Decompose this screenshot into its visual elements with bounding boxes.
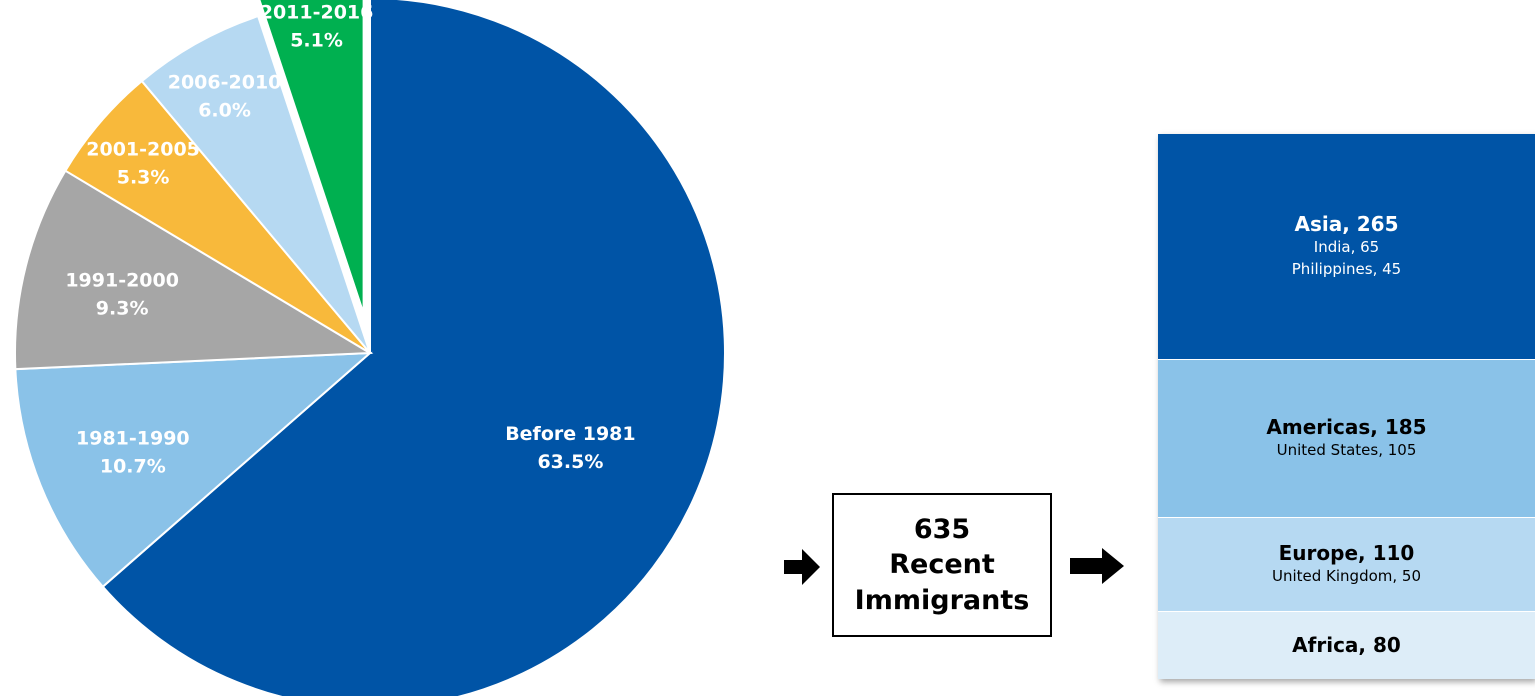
region-stacked-bar: Asia, 265 India, 65 Philippines, 45 America… [1158, 134, 1535, 679]
pie-slice-before-1981 [101, 0, 726, 696]
region-label: Africa, 80 [1292, 633, 1401, 657]
pie-slice-label: Before 1981 [505, 423, 635, 445]
recent-immigrants-count: 635 [913, 514, 971, 546]
region-label: Americas, 185 [1266, 415, 1427, 440]
pie-slice-value-label: 9.3% [96, 298, 149, 320]
pie-slice-1981-1990 [14, 351, 373, 589]
pie-slice-value-label: 10.7% [100, 455, 166, 477]
pie-slice-label: 2006-2010 [168, 72, 282, 94]
pie-slice-2011-2016 [258, 0, 365, 314]
pie-slice-value-label: 6.0% [198, 100, 251, 122]
pie-slice-value-label: 5.3% [117, 167, 170, 189]
country-label: United States, 105 [1276, 441, 1417, 460]
recent-immigrants-label-line1: Recent [889, 549, 995, 581]
pie-slice-1991-2000 [14, 169, 374, 371]
pie-chart: Before 1981 63.5% 1981-1990 10.7% 1991-2000 9… [14, 0, 726, 696]
country-label: Philippines, 45 [1291, 260, 1402, 278]
pie-slice-label: 1991-2000 [65, 270, 179, 292]
pie-slice-label: 2011-2016 [260, 2, 374, 24]
region-label: Europe, 110 [1278, 541, 1415, 566]
region-block-africa: Africa, 80 [1158, 612, 1535, 679]
country-label: United Kingdom, 50 [1271, 567, 1422, 586]
pie-slice-2006-2010 [140, 14, 371, 354]
recent-immigrants-box: 635 Recent Immigrants [832, 493, 1052, 637]
pie-slice-label: 1981-1990 [76, 427, 190, 449]
recent-immigrants-label-line2: Immigrants [854, 584, 1030, 616]
region-block-americas: Americas, 185 United States, 105 [1158, 360, 1535, 518]
region-block-europe: Europe, 110 United Kingdom, 50 [1158, 518, 1535, 612]
country-label: India, 65 [1313, 238, 1380, 257]
pie-slice-label: 2001-2005 [86, 139, 200, 161]
region-label: Asia, 265 [1294, 212, 1399, 237]
pie-slice-value-label: 5.1% [290, 30, 343, 52]
region-block-asia: Asia, 265 India, 65 Philippines, 45 [1158, 134, 1535, 360]
pie-slice-value-label: 63.5% [537, 451, 603, 473]
